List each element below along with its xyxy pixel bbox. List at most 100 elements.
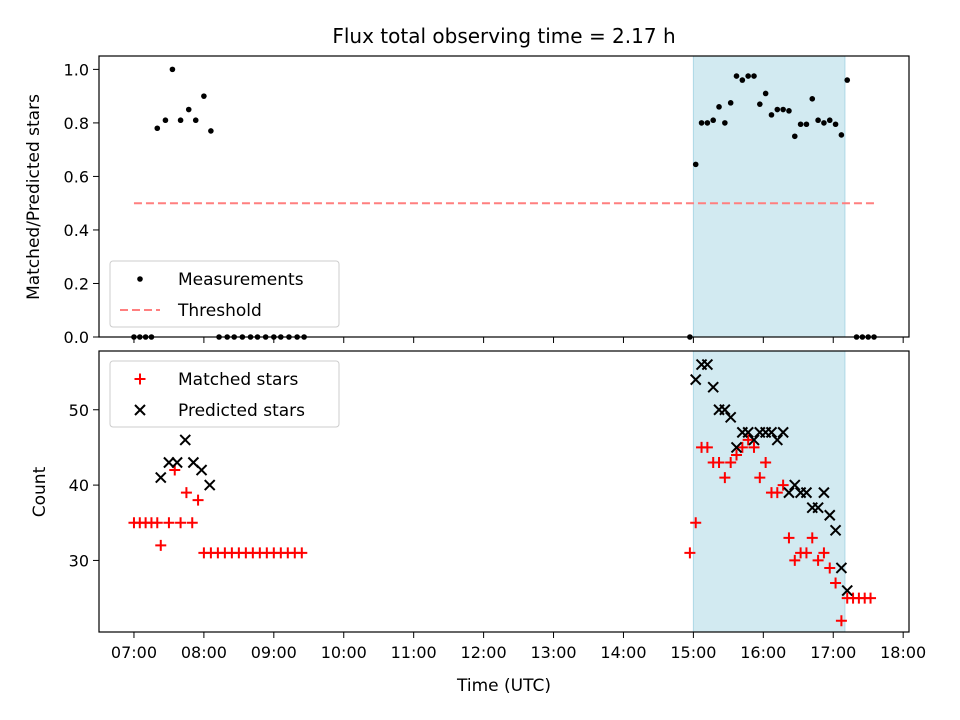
measurements-point (208, 128, 214, 134)
matched-stars-point (754, 472, 766, 484)
measurements-point (751, 73, 757, 79)
y-tick-label-count: 40 (69, 476, 89, 495)
matched-stars-point (684, 547, 696, 559)
legend-layer: Measurements Threshold Matched stars Predic… (109, 260, 340, 428)
predicted-stars-point (707, 381, 719, 393)
x-tick-label: 09:00 (251, 643, 297, 662)
measurements-point (803, 121, 810, 128)
matched-stars-point (180, 487, 192, 499)
matched-stars-point (830, 577, 842, 589)
matched-stars-point (719, 472, 731, 484)
y-axis-label-ratio: Matched/Predicted stars (24, 94, 44, 300)
predicted-stars-point (771, 434, 784, 446)
predicted-stars-point (812, 501, 824, 514)
legend-label: Threshold (177, 301, 262, 321)
measurements-point (780, 106, 786, 113)
x-tick-label: 10:00 (321, 643, 367, 662)
measurements-point (786, 108, 792, 114)
predicted-stars-point (690, 373, 702, 386)
legend-box-ratio (109, 260, 340, 328)
measurements-point (710, 117, 717, 124)
matched-stars-point (824, 562, 836, 574)
x-tick-label: 15:00 (670, 643, 716, 662)
matched-stars-point (818, 547, 830, 559)
measurements-point (739, 77, 746, 83)
axes-frame-layer (98, 55, 910, 633)
matched-stars-point (713, 456, 725, 468)
predicted-stars-point (783, 486, 795, 499)
predicted-stars-point (179, 434, 191, 446)
predicted-stars-point (195, 464, 208, 476)
x-tick-label: 16:00 (740, 643, 786, 662)
predicted-stars-point (800, 486, 813, 499)
measurements-point (692, 161, 699, 168)
matched-stars-point (725, 456, 737, 468)
measurements-point (757, 101, 763, 107)
predicted-stars-point (829, 524, 842, 537)
y-tick-label-count: 50 (69, 401, 89, 420)
predicted-stars-point (765, 426, 778, 439)
legend-marker-predicted-stars (134, 404, 146, 416)
x-tick-label: 17:00 (810, 643, 856, 662)
x-axis-label: Time (UTC) (456, 676, 551, 696)
predicted-stars-point (171, 456, 183, 469)
measurements-point (768, 112, 775, 118)
axes-frame-count (98, 350, 910, 633)
legend-label: Measurements (178, 270, 304, 290)
y-tick-label-ratio: 0.8 (64, 114, 89, 133)
predicted-stars-point (818, 486, 830, 499)
predicted-stars-point (742, 426, 754, 439)
matched-stars-point (783, 532, 795, 544)
measurements-point (791, 133, 798, 140)
measurements-point (716, 104, 722, 110)
matched-stars-point (175, 517, 187, 529)
matched-stars-point (186, 517, 198, 529)
predicted-stars-point (204, 479, 216, 491)
measurements-point (774, 106, 781, 113)
matched-stars-point (789, 554, 801, 566)
chart-title: Flux total observing time = 2.17 h (332, 24, 675, 48)
measurements-point (844, 77, 851, 83)
x-tick-label: 08:00 (181, 643, 227, 662)
matched-stars-point (748, 441, 760, 453)
ticks-layer: 0.0 0.2 0.4 0.6 0.8 1.0 30 40 50 07:00 08:00 09:00 1… (64, 60, 927, 662)
x-tick-label: 14:00 (600, 643, 646, 662)
x-tick-label: 11:00 (391, 643, 437, 662)
legend-label: Matched stars (178, 370, 298, 390)
measurements-point (162, 117, 169, 124)
predicted-stars-point (824, 509, 836, 521)
measurements-point (177, 117, 184, 124)
matched-stars-point (806, 532, 818, 544)
predicted-stars-point (835, 562, 848, 574)
marks-layer (128, 66, 877, 627)
measurements-point (722, 120, 728, 126)
measurements-point (733, 73, 740, 79)
y-tick-label-ratio: 0.4 (64, 221, 89, 240)
predicted-stars-point (701, 358, 714, 371)
y-tick-label-count: 30 (69, 551, 89, 570)
legend-marker-matched-stars (134, 373, 146, 385)
predicted-stars-point (163, 456, 175, 469)
predicted-stars-point (789, 479, 801, 491)
predicted-stars-point (724, 411, 737, 424)
axes-frame-ratio (98, 55, 910, 338)
measurements-point (745, 73, 751, 79)
matched-stars-point (192, 494, 204, 506)
legend-label: Predicted stars (178, 401, 305, 421)
matched-stars-point (777, 479, 789, 491)
measurements-point (762, 90, 769, 97)
measurements-point (192, 117, 199, 124)
matched-stars-point (771, 487, 783, 499)
measurements-point (838, 132, 845, 138)
x-tick-label: 18:00 (880, 643, 926, 662)
measurements-point (185, 106, 192, 113)
legend-box-count (109, 360, 340, 428)
measurements-point (727, 100, 734, 106)
matched-stars-point (865, 592, 877, 604)
measurements-point (821, 120, 827, 126)
matched-stars-point (151, 517, 163, 529)
shaded-interval-ratio (692, 55, 846, 338)
matched-stars-point (163, 517, 175, 529)
predicted-stars-point (719, 404, 731, 416)
